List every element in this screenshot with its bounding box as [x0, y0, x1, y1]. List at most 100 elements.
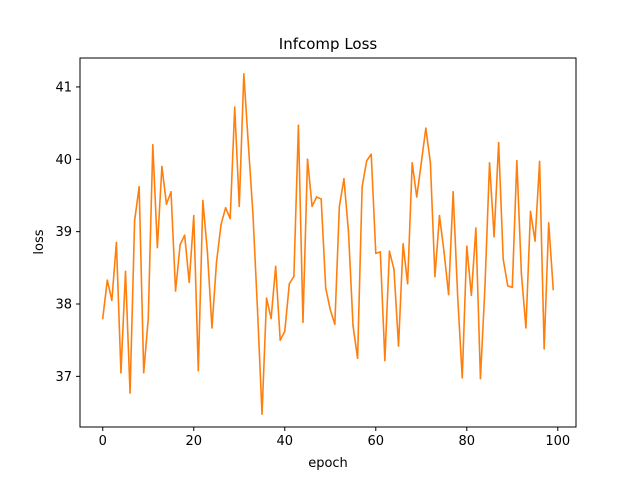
x-tick-label: 100	[545, 434, 570, 449]
data-point	[465, 245, 468, 247]
data-point	[343, 178, 345, 180]
data-point	[165, 203, 168, 205]
data-point	[356, 357, 359, 360]
data-point	[297, 124, 300, 127]
data-point	[520, 272, 523, 275]
data-point	[479, 377, 482, 380]
data-point	[324, 287, 327, 289]
data-point	[411, 162, 413, 164]
data-point	[161, 165, 163, 168]
data-point	[397, 345, 400, 347]
data-point	[511, 286, 514, 289]
data-point	[243, 73, 245, 75]
data-point	[365, 159, 368, 162]
data-point	[147, 317, 150, 320]
data-point	[447, 293, 450, 296]
data-point	[233, 106, 236, 108]
data-point	[402, 243, 404, 245]
data-point	[115, 241, 118, 244]
data-point	[188, 281, 191, 284]
data-point	[302, 321, 304, 323]
data-point	[120, 371, 122, 374]
data-point	[156, 246, 159, 249]
data-point	[425, 127, 427, 129]
x-tick-label: 80	[459, 434, 476, 449]
series-layer	[101, 73, 555, 415]
x-tick-label: 20	[185, 434, 202, 449]
data-point	[274, 265, 277, 268]
data-point	[293, 275, 295, 278]
x-axis-label: epoch	[308, 456, 348, 471]
data-point	[538, 160, 541, 163]
data-point	[206, 251, 209, 253]
axes-frame	[79, 57, 577, 428]
data-point	[261, 413, 263, 415]
x-tick-label: 0	[99, 434, 107, 449]
y-axis-label: loss	[32, 229, 47, 254]
data-point	[452, 191, 454, 193]
data-point	[247, 144, 250, 146]
y-tick-label: 39	[55, 225, 72, 240]
data-point	[415, 196, 418, 198]
data-point	[506, 285, 509, 287]
data-point	[497, 141, 500, 144]
data-point	[361, 185, 363, 188]
data-point	[443, 251, 445, 253]
data-point	[334, 323, 336, 326]
data-point	[174, 290, 177, 292]
data-point	[388, 250, 391, 252]
data-point	[352, 324, 354, 327]
data-point	[370, 153, 373, 156]
data-point	[429, 162, 432, 164]
y-ticks: 37 38 39 40 41	[55, 80, 80, 385]
data-point	[229, 217, 231, 220]
data-point	[111, 299, 113, 302]
data-point	[420, 162, 423, 164]
data-point	[534, 240, 536, 242]
data-point	[211, 327, 213, 329]
data-point	[338, 205, 341, 208]
y-tick-label: 40	[55, 153, 72, 168]
data-point	[265, 297, 268, 300]
data-point	[552, 288, 555, 291]
data-point	[306, 158, 309, 161]
series-line	[101, 73, 555, 415]
data-point	[547, 222, 550, 224]
data-point	[484, 285, 486, 287]
data-point	[152, 144, 154, 146]
data-point	[283, 330, 286, 333]
data-point	[475, 227, 477, 229]
data-point	[133, 219, 136, 222]
data-point	[320, 198, 322, 200]
data-point	[379, 251, 382, 253]
x-tick-label: 60	[368, 434, 385, 449]
x-tick-label: 40	[276, 434, 293, 449]
data-point	[461, 377, 464, 379]
data-point	[438, 214, 441, 217]
data-point	[456, 295, 459, 298]
data-point	[101, 317, 104, 320]
data-point	[129, 392, 131, 394]
x-ticks: 0 20 40 60 80 100	[99, 427, 570, 449]
data-point	[202, 199, 204, 202]
data-point	[488, 162, 491, 164]
data-point	[197, 369, 200, 372]
data-point	[192, 214, 195, 217]
data-point	[288, 282, 291, 285]
data-point	[170, 191, 172, 193]
plot-area	[80, 58, 576, 427]
data-point	[525, 327, 527, 329]
data-point	[220, 223, 222, 226]
data-point	[329, 308, 332, 311]
data-point	[543, 348, 545, 350]
data-point	[347, 230, 350, 233]
data-point	[493, 235, 495, 238]
data-point	[384, 359, 386, 362]
data-point	[142, 371, 145, 374]
data-point	[470, 294, 473, 297]
data-point	[138, 185, 140, 188]
data-point	[124, 270, 127, 273]
data-point	[224, 206, 227, 209]
data-point	[256, 308, 259, 310]
